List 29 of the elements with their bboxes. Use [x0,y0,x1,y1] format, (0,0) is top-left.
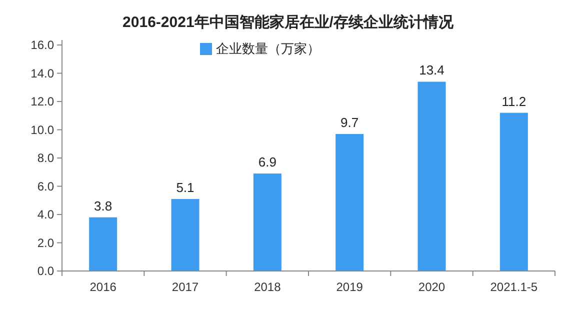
data-label: 6.9 [258,154,276,170]
y-tick-label: 14.0 [30,66,54,80]
y-tick-label: 0.0 [37,264,54,278]
data-label: 9.7 [340,114,359,130]
data-label: 3.8 [94,198,112,214]
x-tick-label: 2019 [336,280,364,294]
x-tick-label: 2021.1-5 [490,280,538,294]
chart-title: 2016-2021年中国智能家居在业/存续企业统计情况 [122,13,454,31]
x-tick-label: 2016 [90,280,117,294]
bar [253,174,282,271]
y-tick-label: 6.0 [37,179,54,194]
y-tick-label: 16.0 [30,38,54,52]
x-tick-label: 2018 [254,280,282,294]
x-tick-label: 2017 [172,280,199,294]
bar [89,217,118,271]
bar [418,82,446,271]
legend-label: 企业数量（万家） [216,41,320,56]
bar [336,134,364,271]
y-tick-label: 10.0 [30,122,54,137]
x-tick-label: 2020 [418,280,446,294]
bar [500,112,528,271]
y-tick-label: 12.0 [30,94,54,108]
data-label: 13.4 [419,62,444,78]
y-tick-label: 4.0 [37,208,54,222]
y-tick-label: 2.0 [37,236,54,250]
data-label: 5.1 [176,180,194,195]
bar [171,198,200,271]
y-tick-label: 8.0 [37,151,54,165]
data-label: 11.2 [502,94,526,109]
